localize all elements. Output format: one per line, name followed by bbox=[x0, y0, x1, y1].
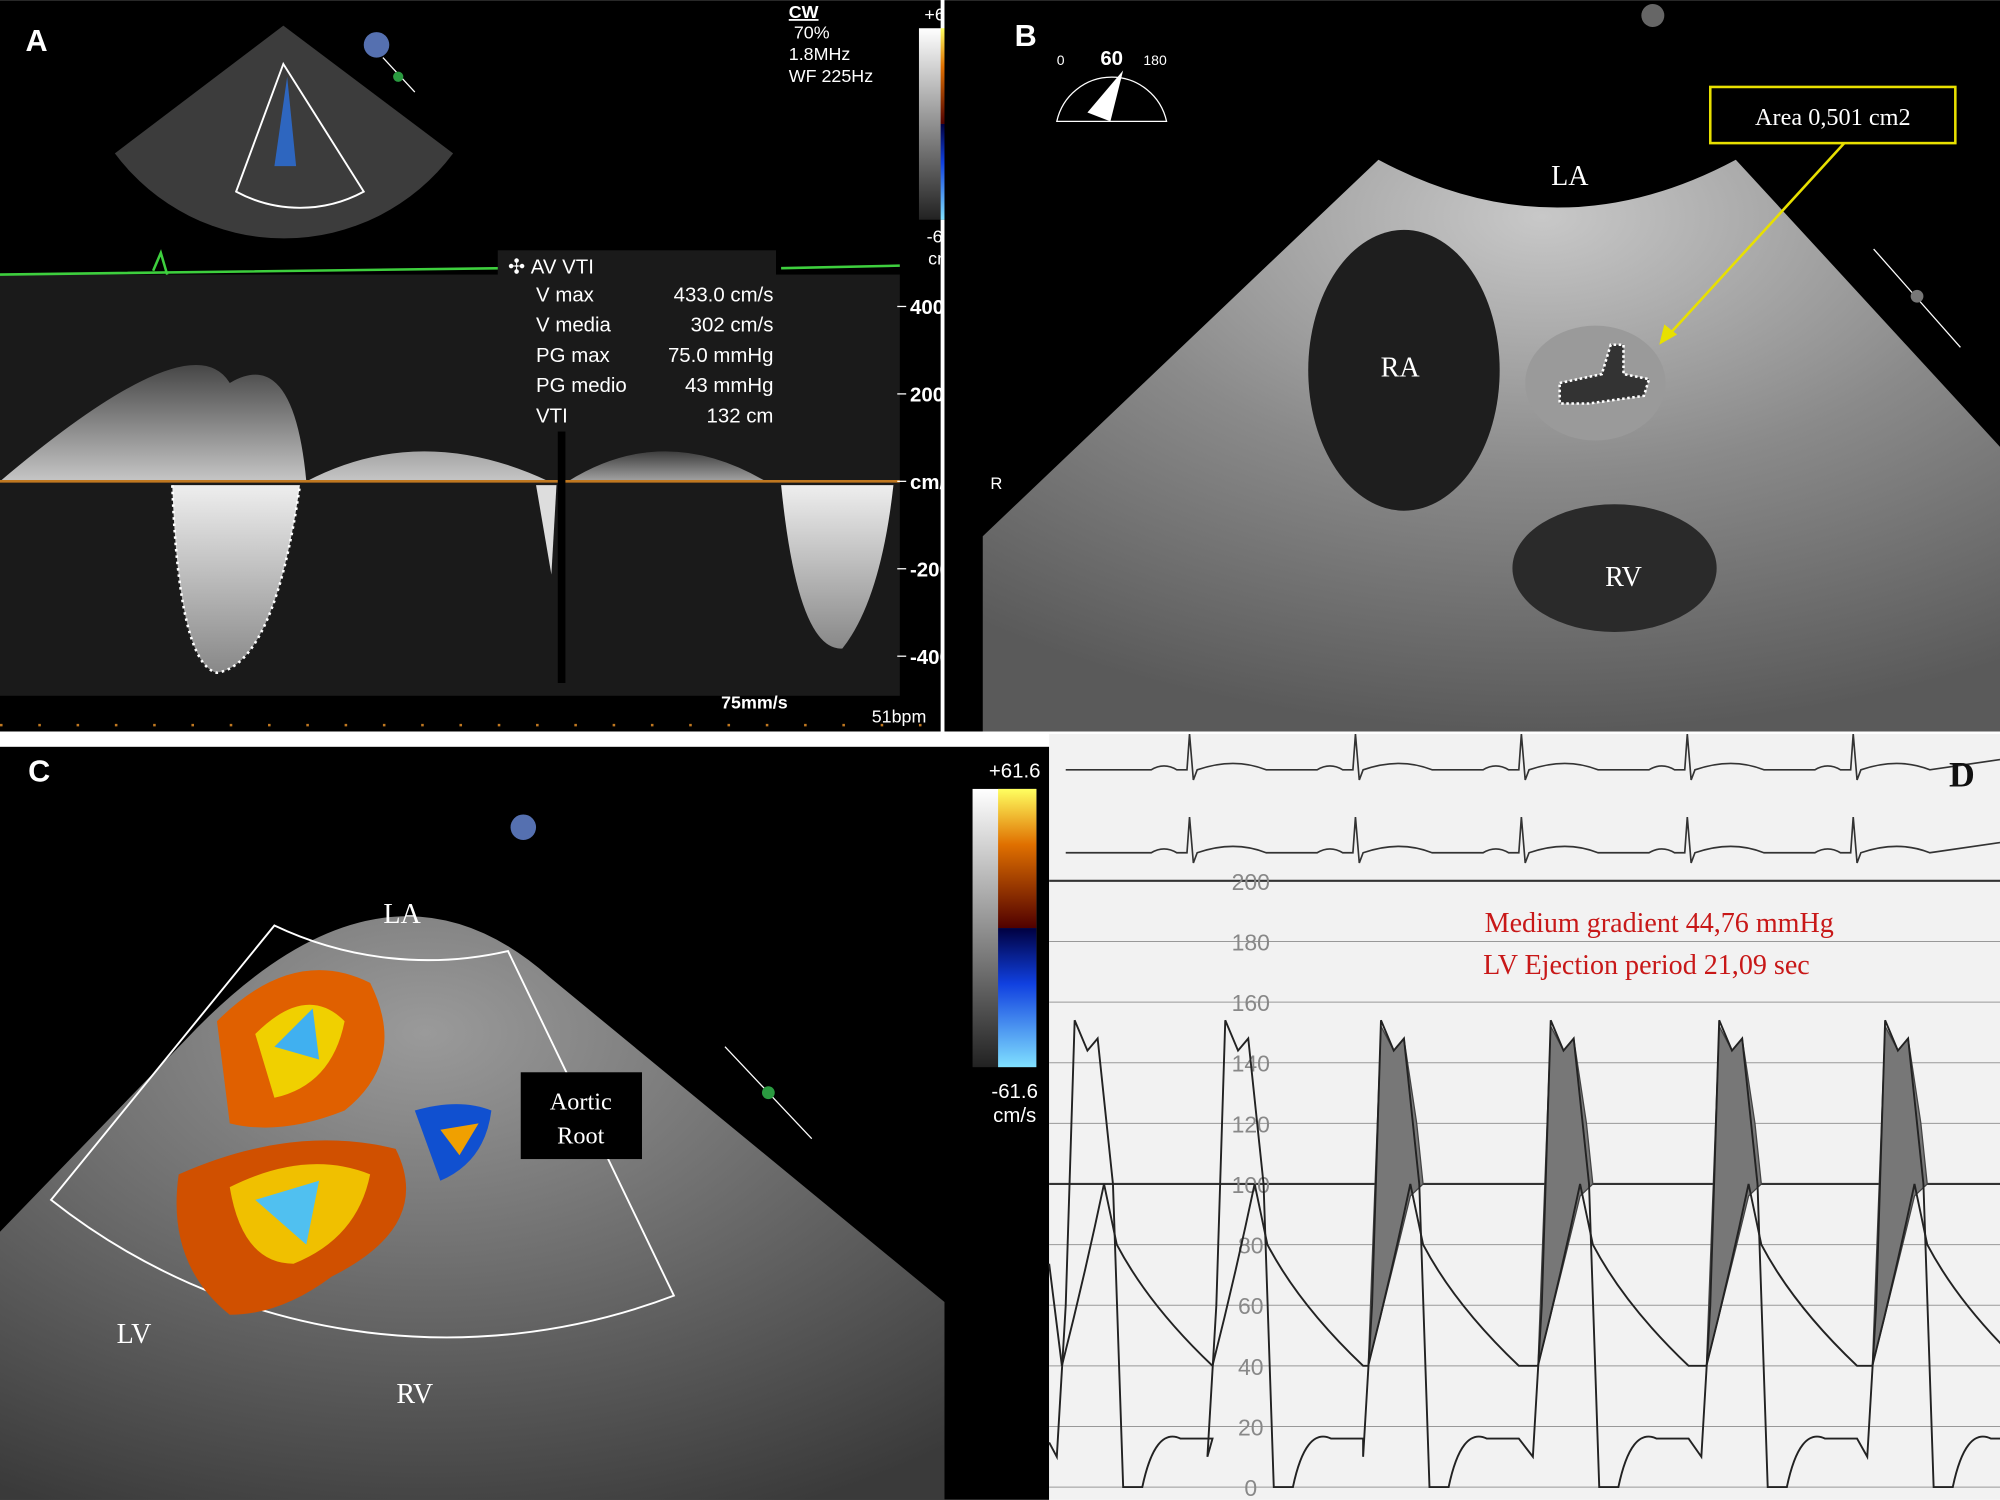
structure-label: RV bbox=[396, 1379, 433, 1410]
ejection-annotation: LV Ejection period 21,09 sec bbox=[1483, 950, 1810, 981]
measurement-label: V media bbox=[536, 315, 612, 337]
axis-label: 400 bbox=[910, 297, 944, 319]
measurement-label: PG medio bbox=[536, 375, 627, 397]
mode-title: CW bbox=[789, 2, 819, 22]
sweep-speed: 75mm/s bbox=[721, 693, 788, 713]
panel-a: A CW 70% 1.8MHz WF 225Hz +61.6 -61.6 cm/… bbox=[0, 0, 973, 732]
gradient-annotation: Medium gradient 44,76 mmHg bbox=[1485, 908, 1834, 939]
panel-c: C +61.6 -61.6 cm/s LA LV RV Aortic Root bbox=[0, 746, 1050, 1500]
measurement-label: V max bbox=[536, 284, 594, 306]
axis-label: 200 bbox=[910, 385, 944, 407]
measurement-value: 302 cm/s bbox=[691, 315, 774, 337]
angle-current: 60 bbox=[1100, 48, 1123, 70]
orientation-marker: R bbox=[990, 474, 1002, 493]
scale-label: 60 bbox=[1238, 1293, 1264, 1319]
angle-min: 0 bbox=[1057, 52, 1065, 68]
measurement-value: 132 cm bbox=[707, 405, 774, 427]
mode-line: WF 225Hz bbox=[789, 66, 873, 86]
heart-rate: 51bpm bbox=[872, 707, 927, 727]
ecg-trace bbox=[1065, 816, 2000, 864]
measurement-value: 43 mmHg bbox=[685, 375, 773, 397]
scale-label: 0 bbox=[1244, 1475, 1257, 1500]
scale-min: -61.6 bbox=[991, 1081, 1038, 1103]
panel-label: D bbox=[1949, 754, 1975, 794]
axis-label: -400 bbox=[910, 647, 951, 669]
lv-pressure bbox=[1048, 1019, 2000, 1489]
measurement-title: ✣ AV VTI bbox=[508, 256, 594, 278]
scale-label: 120 bbox=[1232, 1111, 1270, 1137]
structure-label: LA bbox=[383, 899, 421, 930]
measurement-label: PG max bbox=[536, 345, 610, 367]
structure-label: LA bbox=[1551, 161, 1589, 192]
measurement-title-text: AV VTI bbox=[531, 256, 594, 278]
mode-line: 1.8MHz bbox=[789, 44, 851, 64]
angle-max: 180 bbox=[1143, 52, 1167, 68]
aortic-root-label: Aortic bbox=[550, 1088, 612, 1115]
scale-label: 20 bbox=[1238, 1414, 1264, 1440]
panel-label: B bbox=[1015, 19, 1037, 53]
axis-label: -200 bbox=[910, 559, 951, 581]
aortic-root-label: Root bbox=[557, 1123, 604, 1150]
structure-label: RA bbox=[1381, 353, 1421, 384]
aortic-pressure bbox=[1048, 1183, 2000, 1368]
scale-label: 180 bbox=[1232, 929, 1270, 955]
pressure-traces bbox=[1048, 1019, 2000, 1489]
measurement-value: 433.0 cm/s bbox=[674, 284, 774, 306]
ecg-trace bbox=[1065, 733, 2000, 781]
mode-line: 70% bbox=[794, 22, 830, 42]
panel-label: A bbox=[26, 24, 48, 58]
scale-label: 40 bbox=[1238, 1354, 1264, 1380]
scale-label: 200 bbox=[1232, 869, 1270, 895]
structure-label: LV bbox=[117, 1319, 152, 1350]
scale-unit: cm/s bbox=[993, 1105, 1036, 1127]
scale-label: 160 bbox=[1232, 990, 1270, 1016]
scale-max: +61.6 bbox=[989, 760, 1041, 782]
structure-label: RV bbox=[1605, 562, 1642, 593]
measurement-value: 75.0 mmHg bbox=[668, 345, 773, 367]
ecg-traces bbox=[1065, 733, 2000, 864]
measurement-rows: V max 433.0 cm/s V media 302 cm/s PG max 75.0… bbox=[536, 284, 773, 427]
measurement-label: VTI bbox=[536, 405, 568, 427]
panel-b: B 0 60 180 Area 0,501 cm2 LA RA RV R bbox=[944, 0, 2000, 732]
area-annotation: Area 0,501 cm2 bbox=[1755, 104, 1911, 131]
panel-label: C bbox=[28, 754, 50, 788]
